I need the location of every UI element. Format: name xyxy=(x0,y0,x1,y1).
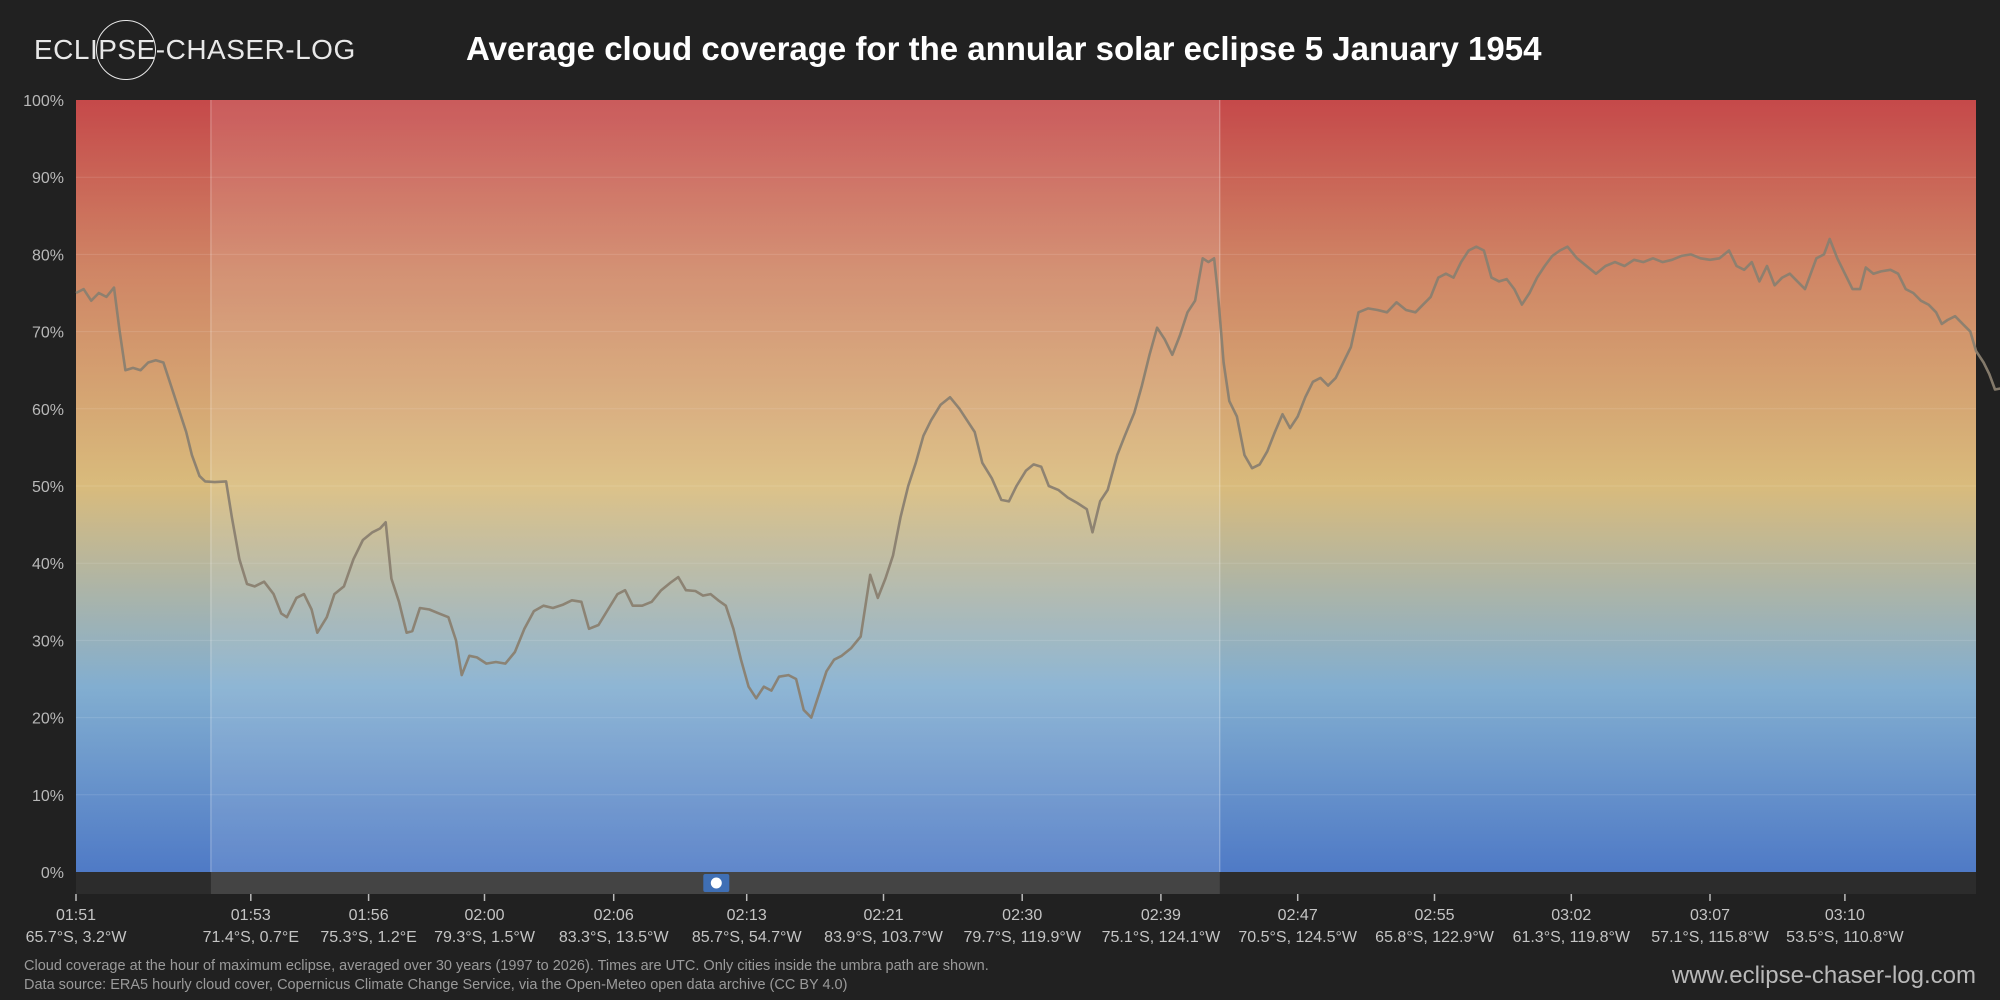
y-tick-label: 90% xyxy=(32,170,64,187)
x-tick-location: 53.5°S, 110.8°W xyxy=(1786,929,1904,946)
x-tick-location: 83.3°S, 13.5°W xyxy=(559,929,670,946)
x-tick-time: 02:39 xyxy=(1141,907,1181,924)
x-tick-location: 85.7°S, 54.7°W xyxy=(692,929,803,946)
x-tick-time: 03:02 xyxy=(1551,907,1591,924)
x-tick-location: 83.9°S, 103.7°W xyxy=(824,929,944,946)
x-tick-location: 65.8°S, 122.9°W xyxy=(1375,929,1495,946)
cloud-coverage-line xyxy=(75,237,2000,719)
y-tick-label: 70% xyxy=(32,325,64,342)
x-tick-time: 01:51 xyxy=(56,907,96,924)
x-tick-location: 57.1°S, 115.8°W xyxy=(1651,929,1769,946)
x-tick-location: 71.4°S, 0.7°E xyxy=(203,929,299,946)
y-tick-label: 60% xyxy=(32,402,64,419)
footnote-source: Data source: ERA5 hourly cloud cover, Co… xyxy=(24,977,848,993)
x-tick-time: 02:00 xyxy=(464,907,504,924)
plot-area xyxy=(76,100,1976,894)
x-tick-time: 02:30 xyxy=(1002,907,1042,924)
x-tick-location: 79.3°S, 1.5°W xyxy=(434,929,536,946)
x-tick-location: 75.1°S, 124.1°W xyxy=(1102,929,1222,946)
y-tick-label: 30% xyxy=(32,633,64,650)
y-tick-label: 50% xyxy=(32,479,64,496)
globe-icon xyxy=(710,877,722,889)
x-tick-time: 02:06 xyxy=(594,907,634,924)
x-tick-location: 79.7°S, 119.9°W xyxy=(963,929,1081,946)
x-tick-time: 01:56 xyxy=(349,907,389,924)
grid-lines xyxy=(76,176,1976,796)
x-tick-time: 03:10 xyxy=(1825,907,1865,924)
series-group xyxy=(75,237,2000,719)
x-tick-time: 03:07 xyxy=(1690,907,1730,924)
logo-text: ECLIPSE-CHASER-LOG xyxy=(34,34,356,65)
x-tick-time: 01:53 xyxy=(231,907,271,924)
footnote-coverage: Cloud coverage at the hour of maximum ec… xyxy=(24,958,989,974)
y-tick-label: 100% xyxy=(23,93,64,110)
plot-background xyxy=(76,100,1976,872)
x-tick-location: 70.5°S, 124.5°W xyxy=(1238,929,1358,946)
y-axis: 0% 10% 20% 30% 40% 50% 60% 70% 80% 90% 100% xyxy=(23,93,64,882)
y-tick-label: 10% xyxy=(32,788,64,805)
x-tick-location: 65.7°S, 3.2°W xyxy=(26,929,128,946)
y-tick-label: 20% xyxy=(32,711,64,728)
x-tick-time: 02:47 xyxy=(1278,907,1318,924)
y-tick-label: 80% xyxy=(32,247,64,264)
logo: ECLIPSE-CHASER-LOG xyxy=(34,20,355,82)
y-tick-label: 0% xyxy=(41,865,64,882)
logo-ring-icon xyxy=(96,20,156,80)
y-tick-label: 40% xyxy=(32,556,64,573)
x-tick-time: 02:21 xyxy=(863,907,903,924)
website-link[interactable]: www.eclipse-chaser-log.com xyxy=(1671,962,1976,989)
x-tick-location: 61.3°S, 119.8°W xyxy=(1513,929,1631,946)
x-tick-time: 02:13 xyxy=(727,907,767,924)
x-tick-location: 75.3°S, 1.2°E xyxy=(320,929,416,946)
x-tick-time: 02:55 xyxy=(1414,907,1454,924)
chart-title: Average cloud coverage for the annular s… xyxy=(466,30,1542,67)
x-axis: 01:51 65.7°S, 3.2°W 01:53 71.4°S, 0.7°E 01:5… xyxy=(26,894,1905,946)
